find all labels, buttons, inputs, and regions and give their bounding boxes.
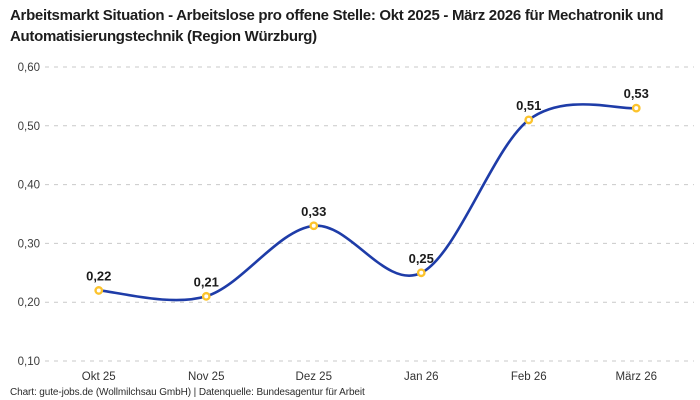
x-tick-label: März 26 bbox=[615, 371, 657, 383]
y-tick-label: 0,50 bbox=[18, 121, 40, 133]
data-point-marker bbox=[631, 103, 641, 113]
x-tick-label: Dez 25 bbox=[296, 371, 332, 383]
chart-footer: Chart: gute-jobs.de (Wollmilchsau GmbH) … bbox=[10, 387, 365, 398]
y-tick-label: 0,20 bbox=[18, 297, 40, 309]
x-tick-label: Nov 25 bbox=[188, 371, 224, 383]
x-tick-label: Jan 26 bbox=[404, 371, 439, 383]
data-point-marker bbox=[524, 115, 534, 125]
y-tick-label: 0,30 bbox=[18, 238, 40, 250]
y-tick-label: 0,10 bbox=[18, 356, 40, 368]
data-point-label: 0,33 bbox=[301, 204, 326, 219]
y-tick-label: 0,60 bbox=[18, 62, 40, 74]
data-point-label: 0,22 bbox=[86, 268, 111, 283]
x-tick-label: Okt 25 bbox=[82, 371, 116, 383]
data-point-label: 0,25 bbox=[409, 251, 434, 266]
data-point-marker bbox=[94, 286, 104, 295]
data-point-label: 0,21 bbox=[194, 274, 219, 289]
data-point-marker bbox=[201, 291, 211, 301]
data-point-marker bbox=[309, 221, 319, 231]
data-point-label: 0,53 bbox=[624, 86, 649, 101]
data-point-marker bbox=[416, 268, 426, 278]
y-tick-label: 0,40 bbox=[18, 180, 40, 192]
x-tick-label: Feb 26 bbox=[511, 371, 547, 383]
chart-title: Arbeitsmarkt Situation - Arbeitslose pro… bbox=[10, 7, 664, 45]
data-point-label: 0,51 bbox=[516, 98, 541, 113]
series-line bbox=[97, 103, 638, 302]
